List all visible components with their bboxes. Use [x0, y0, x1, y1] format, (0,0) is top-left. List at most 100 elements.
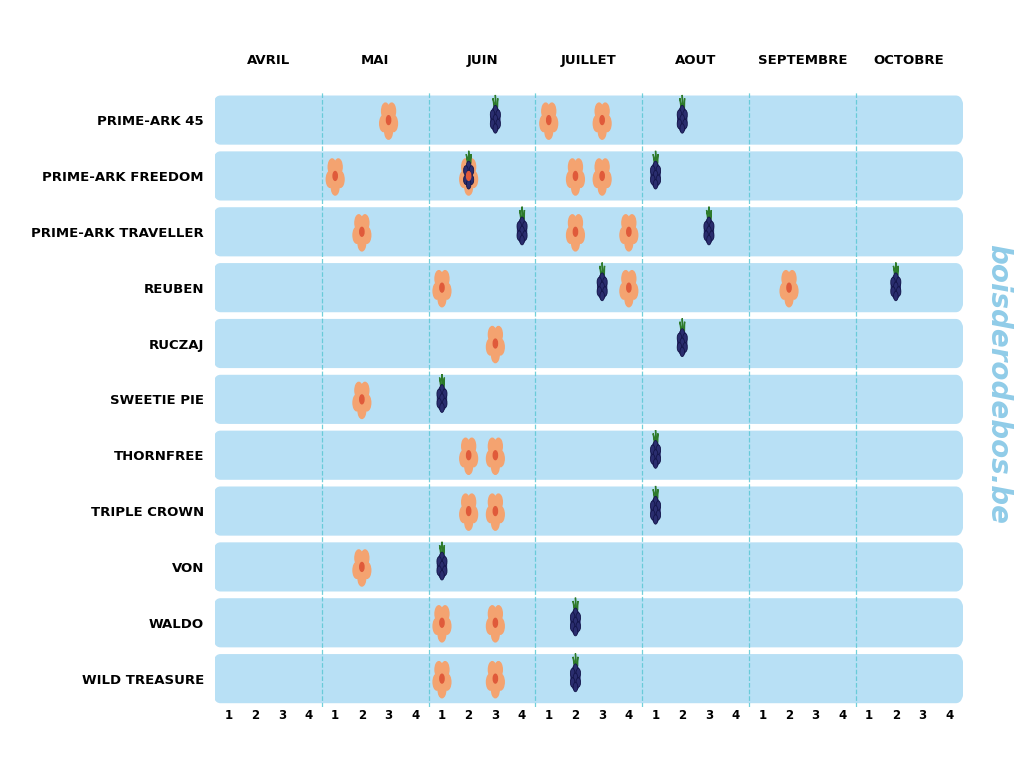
- Circle shape: [894, 273, 898, 283]
- Circle shape: [467, 171, 471, 180]
- Polygon shape: [683, 322, 685, 331]
- Circle shape: [896, 286, 901, 296]
- Circle shape: [443, 618, 451, 634]
- Polygon shape: [443, 378, 444, 387]
- Circle shape: [680, 329, 684, 338]
- Circle shape: [439, 403, 444, 412]
- Circle shape: [570, 678, 574, 687]
- Circle shape: [460, 506, 468, 522]
- Circle shape: [891, 277, 895, 286]
- Circle shape: [677, 119, 682, 128]
- Circle shape: [435, 662, 442, 677]
- Circle shape: [650, 501, 655, 510]
- Circle shape: [443, 674, 451, 690]
- Circle shape: [335, 159, 342, 175]
- Circle shape: [650, 445, 655, 455]
- Circle shape: [494, 339, 498, 348]
- Polygon shape: [439, 378, 441, 387]
- Polygon shape: [603, 266, 604, 275]
- Polygon shape: [573, 601, 575, 611]
- Circle shape: [469, 175, 474, 184]
- Circle shape: [486, 674, 495, 690]
- Circle shape: [433, 674, 440, 690]
- Circle shape: [437, 557, 441, 566]
- Circle shape: [707, 236, 712, 245]
- Circle shape: [355, 550, 362, 566]
- Ellipse shape: [570, 609, 581, 635]
- Circle shape: [492, 514, 500, 530]
- Circle shape: [683, 110, 687, 119]
- Circle shape: [468, 159, 475, 175]
- Circle shape: [437, 389, 441, 399]
- Circle shape: [547, 116, 551, 124]
- Circle shape: [439, 571, 444, 580]
- Circle shape: [364, 227, 371, 243]
- Circle shape: [441, 606, 449, 622]
- Polygon shape: [439, 545, 441, 554]
- FancyBboxPatch shape: [212, 598, 964, 647]
- Circle shape: [495, 662, 503, 677]
- Circle shape: [785, 290, 793, 306]
- Circle shape: [497, 674, 504, 690]
- Circle shape: [442, 557, 447, 566]
- Circle shape: [600, 171, 604, 180]
- Circle shape: [359, 227, 364, 237]
- Circle shape: [490, 119, 495, 128]
- Circle shape: [497, 451, 504, 467]
- FancyBboxPatch shape: [212, 319, 964, 368]
- Circle shape: [470, 451, 477, 467]
- Ellipse shape: [703, 218, 714, 244]
- Circle shape: [336, 171, 344, 187]
- Circle shape: [390, 115, 397, 131]
- Circle shape: [495, 439, 503, 455]
- Circle shape: [442, 566, 447, 575]
- Circle shape: [577, 613, 581, 622]
- Circle shape: [380, 115, 387, 131]
- Polygon shape: [523, 210, 524, 219]
- Circle shape: [433, 618, 440, 634]
- Circle shape: [601, 103, 609, 119]
- Circle shape: [683, 343, 687, 352]
- Polygon shape: [653, 489, 655, 498]
- Circle shape: [550, 115, 558, 131]
- Circle shape: [438, 626, 445, 642]
- Circle shape: [894, 282, 898, 292]
- Circle shape: [492, 682, 500, 698]
- Circle shape: [780, 283, 787, 299]
- Ellipse shape: [570, 665, 581, 690]
- Circle shape: [520, 236, 524, 245]
- Circle shape: [467, 507, 471, 515]
- Circle shape: [650, 455, 655, 464]
- Ellipse shape: [677, 329, 687, 356]
- Circle shape: [597, 286, 601, 296]
- Polygon shape: [656, 489, 658, 498]
- Circle shape: [468, 494, 475, 510]
- Circle shape: [467, 451, 471, 459]
- Circle shape: [433, 283, 440, 299]
- Circle shape: [653, 515, 657, 524]
- FancyBboxPatch shape: [212, 151, 964, 200]
- Polygon shape: [653, 154, 655, 164]
- Circle shape: [440, 674, 444, 683]
- Circle shape: [364, 562, 371, 578]
- Circle shape: [542, 103, 550, 119]
- Circle shape: [595, 159, 603, 175]
- Circle shape: [573, 682, 578, 692]
- Circle shape: [358, 235, 366, 251]
- Circle shape: [438, 290, 445, 306]
- Circle shape: [462, 494, 469, 510]
- Circle shape: [707, 227, 712, 236]
- Circle shape: [442, 389, 447, 399]
- Circle shape: [680, 124, 684, 133]
- Circle shape: [540, 115, 548, 131]
- Circle shape: [656, 166, 660, 175]
- Circle shape: [677, 110, 682, 119]
- Ellipse shape: [464, 162, 474, 188]
- FancyBboxPatch shape: [212, 431, 964, 480]
- Circle shape: [439, 561, 444, 571]
- Circle shape: [566, 227, 574, 243]
- Circle shape: [470, 171, 477, 187]
- Ellipse shape: [490, 106, 501, 132]
- Circle shape: [573, 664, 578, 674]
- Circle shape: [570, 622, 574, 631]
